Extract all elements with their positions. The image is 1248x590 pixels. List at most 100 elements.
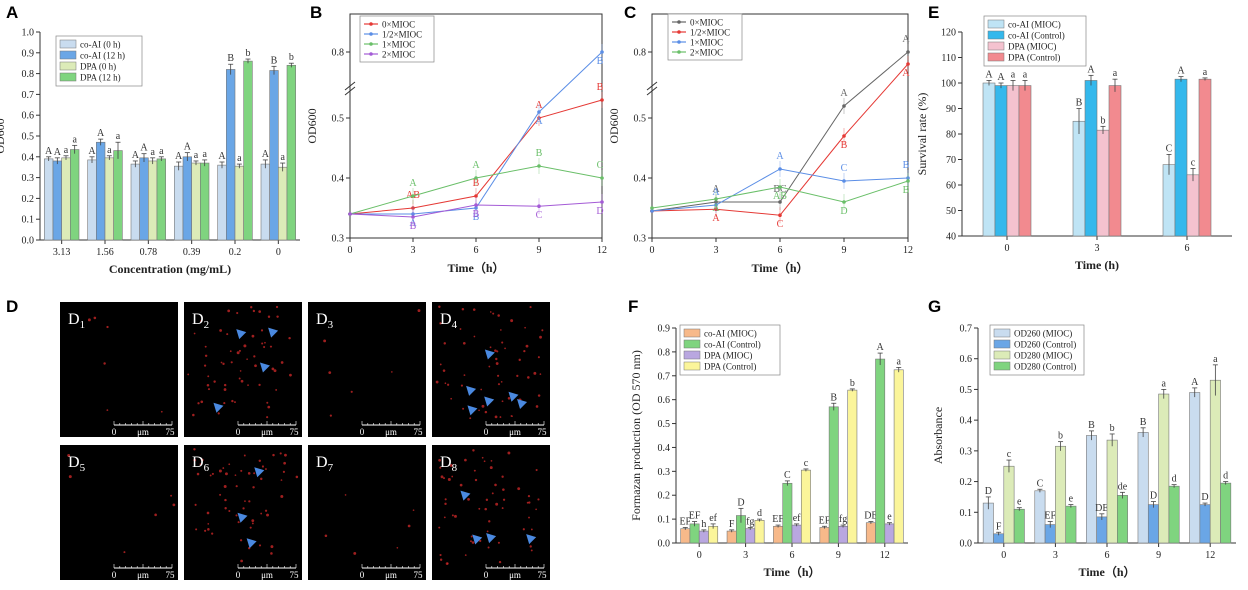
data-label: A xyxy=(1177,66,1185,77)
micrograph-image xyxy=(60,302,178,437)
cell-dot xyxy=(447,478,451,482)
data-label: DE xyxy=(1095,503,1108,514)
micrograph-tile: D1 0 μm 75 xyxy=(60,302,178,437)
cell-dot xyxy=(487,546,490,549)
y-tick-label: 0.5 xyxy=(658,419,671,430)
legend: co-AI (MIOC)co-AI (Control)DPA (MIOC)DPA… xyxy=(679,324,781,376)
cell-dot xyxy=(439,363,442,366)
data-label: A xyxy=(712,184,720,195)
cell-dot xyxy=(200,458,204,462)
bar xyxy=(234,165,244,241)
cell-dot xyxy=(539,335,542,339)
y-tick-label: 0.4 xyxy=(960,416,973,427)
data-label: A xyxy=(1191,377,1199,388)
cell-dot xyxy=(240,469,243,472)
bar xyxy=(875,358,886,544)
legend-entry: DPA (12 h) xyxy=(80,73,121,83)
data-label: B xyxy=(903,160,910,171)
data-label: A xyxy=(132,150,140,161)
x-tick-label: 3 xyxy=(1053,550,1058,561)
cell-dot xyxy=(213,380,216,383)
cell-dot xyxy=(223,388,227,391)
arrow-marker-icon xyxy=(237,512,248,523)
data-label: A xyxy=(535,116,543,127)
bar xyxy=(865,522,876,544)
y-axis-label: OD600 xyxy=(607,108,621,143)
cell-dot xyxy=(481,456,484,459)
legend-entry: 1×MIOC xyxy=(690,38,723,48)
cell-dot xyxy=(451,514,454,517)
cell-dot xyxy=(484,507,487,511)
y-tick-label: 0.1 xyxy=(22,215,35,226)
bar xyxy=(148,160,158,241)
cell-dot xyxy=(222,362,225,366)
bar xyxy=(61,157,71,241)
data-label: b xyxy=(1101,115,1106,126)
data-label: h xyxy=(701,519,706,530)
data-label: B xyxy=(1140,417,1147,428)
data-label: B xyxy=(903,185,910,196)
legend-entry: DPA (Control) xyxy=(1008,53,1060,63)
micrograph-label-sub: 2 xyxy=(204,319,210,331)
data-label: a xyxy=(72,134,77,145)
cell-dot xyxy=(270,545,274,549)
y-tick-label: 0.4 xyxy=(332,174,345,185)
cell-dot xyxy=(195,528,198,531)
cell-dot xyxy=(204,529,207,532)
data-point xyxy=(650,209,654,213)
bar xyxy=(139,157,149,241)
cell-dot xyxy=(497,541,500,544)
data-label: D xyxy=(596,206,603,217)
bar xyxy=(200,162,210,241)
bar xyxy=(1084,80,1098,237)
data-label: a xyxy=(896,356,901,367)
cell-dot xyxy=(204,354,208,358)
x-tick-label: 0 xyxy=(1005,243,1010,254)
scale-unit: μm xyxy=(261,427,273,437)
bar xyxy=(791,524,802,544)
x-tick-label: 0 xyxy=(650,245,655,256)
cell-dot xyxy=(200,400,204,404)
legend-swatch xyxy=(683,350,701,360)
data-label: A xyxy=(712,203,720,214)
legend-entry: co-AI (MIOC) xyxy=(704,329,757,339)
y-tick-label: 0.2 xyxy=(960,477,973,488)
cell-dot xyxy=(288,336,291,340)
bar xyxy=(994,85,1008,237)
cell-dot xyxy=(234,401,236,404)
cell-dot xyxy=(267,405,271,409)
scale-start: 0 xyxy=(236,427,241,437)
cell-dot xyxy=(207,388,211,391)
axis-break xyxy=(646,81,658,91)
bar xyxy=(113,150,123,241)
data-point xyxy=(348,212,352,216)
cell-dot xyxy=(444,498,447,501)
cell-dot xyxy=(260,477,263,481)
cell-dot xyxy=(501,507,504,510)
cell-dot xyxy=(283,461,286,465)
data-label: fg xyxy=(839,514,847,525)
cell-dot xyxy=(249,526,252,529)
micrograph-label-letter: D xyxy=(68,311,80,328)
legend-entry: 1×MIOC xyxy=(382,40,415,50)
micrograph-tile: D3 0 μm 75 xyxy=(308,302,426,437)
scale-end: 75 xyxy=(290,570,300,580)
legend-swatch xyxy=(59,72,77,82)
cell-dot xyxy=(228,463,231,466)
cell-dot xyxy=(160,410,163,413)
legend-entry: 1/2×MIOC xyxy=(690,28,730,38)
data-label: A xyxy=(88,146,96,157)
data-label: A xyxy=(218,151,226,162)
cell-dot xyxy=(478,507,481,510)
cell-dot xyxy=(488,520,491,523)
legend: co-AI (0 h)co-AI (12 h)DPA (0 h)DPA (12 … xyxy=(55,35,143,87)
x-axis-label: Time（h） xyxy=(447,260,504,275)
cell-dot xyxy=(170,494,173,497)
data-label: B xyxy=(1076,98,1083,109)
micrograph-label: D1 xyxy=(68,311,85,331)
panel-label-D: D xyxy=(6,297,18,316)
panel-label-F: F xyxy=(628,297,638,316)
cell-dot xyxy=(197,402,200,405)
